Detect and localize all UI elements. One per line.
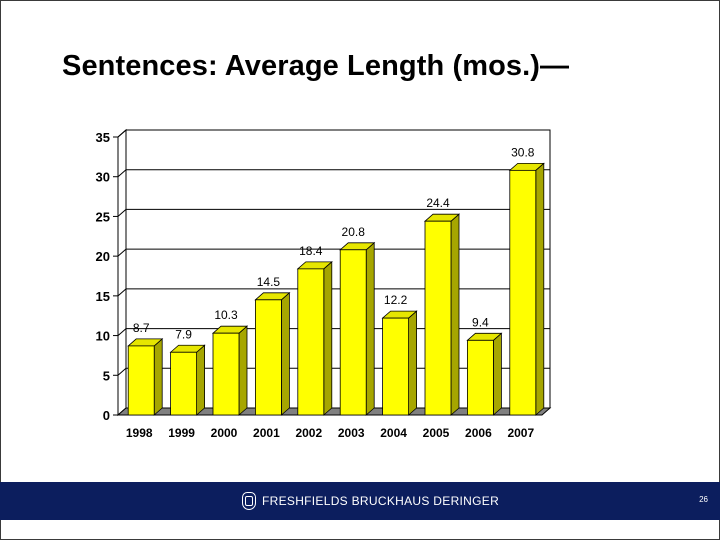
data-label: 20.8 [342,225,366,239]
x-tick-label: 2001 [253,426,280,440]
gridline [117,288,127,297]
y-tick-label: 15 [96,289,110,304]
y-tick-label: 5 [103,368,110,383]
bar-side [153,338,163,416]
bar [254,299,282,416]
x-tick-label: 2002 [295,426,322,440]
y-tick-label: 20 [96,249,110,264]
data-label: 18.4 [299,244,323,258]
x-tick-label: 1998 [126,426,153,440]
bar-side [365,241,375,416]
brand-name: FRESHFIELDS BRUCKHAUS DERINGER [262,494,500,508]
gridline [117,248,127,257]
gridline [117,129,127,138]
x-tick-label: 2003 [338,426,365,440]
bar-side [196,344,206,416]
bar [466,339,494,416]
bar [424,220,452,416]
x-tick-label: 2000 [211,426,238,440]
data-label: 14.5 [257,275,281,289]
y-tick-label: 35 [96,130,110,145]
bar [339,249,367,416]
slide-title: Sentences: Average Length (mos.)— [62,50,570,82]
bar-side [535,162,545,416]
brand-logo: FRESHFIELDS BRUCKHAUS DERINGER [242,492,499,510]
data-label: 24.4 [426,196,450,210]
bar-side [450,213,460,416]
bar [382,317,410,416]
data-label: 8.7 [133,321,150,335]
x-tick-label: 1999 [168,426,195,440]
bar-side [492,332,502,416]
bar [127,345,155,416]
bar [170,351,198,416]
x-tick-label: 2006 [465,426,492,440]
y-tick-label: 25 [96,209,110,224]
bar-side [238,325,248,416]
bar-side [323,260,333,416]
bar [212,332,240,416]
x-tick-label: 2005 [423,426,450,440]
data-label: 7.9 [175,327,192,341]
data-label: 10.3 [214,308,238,322]
bar [297,268,325,416]
y-tick-label: 10 [96,329,110,344]
bar-side [280,291,290,416]
x-tick-label: 2004 [380,426,407,440]
bar-side [408,310,418,416]
footer-bar: FRESHFIELDS BRUCKHAUS DERINGER 26 [0,482,720,520]
y-tick-label: 0 [103,408,110,423]
gridline [117,169,127,178]
gridline [117,367,127,376]
gridline [117,209,127,217]
data-label: 30.8 [511,145,535,159]
crest-icon [242,492,256,510]
x-tick-label: 2007 [507,426,534,440]
page-number: 26 [699,495,708,504]
bar [509,169,537,416]
gridline [117,328,127,336]
data-label: 9.4 [472,315,489,329]
data-label: 12.2 [384,293,408,307]
y-tick-label: 30 [96,170,110,185]
